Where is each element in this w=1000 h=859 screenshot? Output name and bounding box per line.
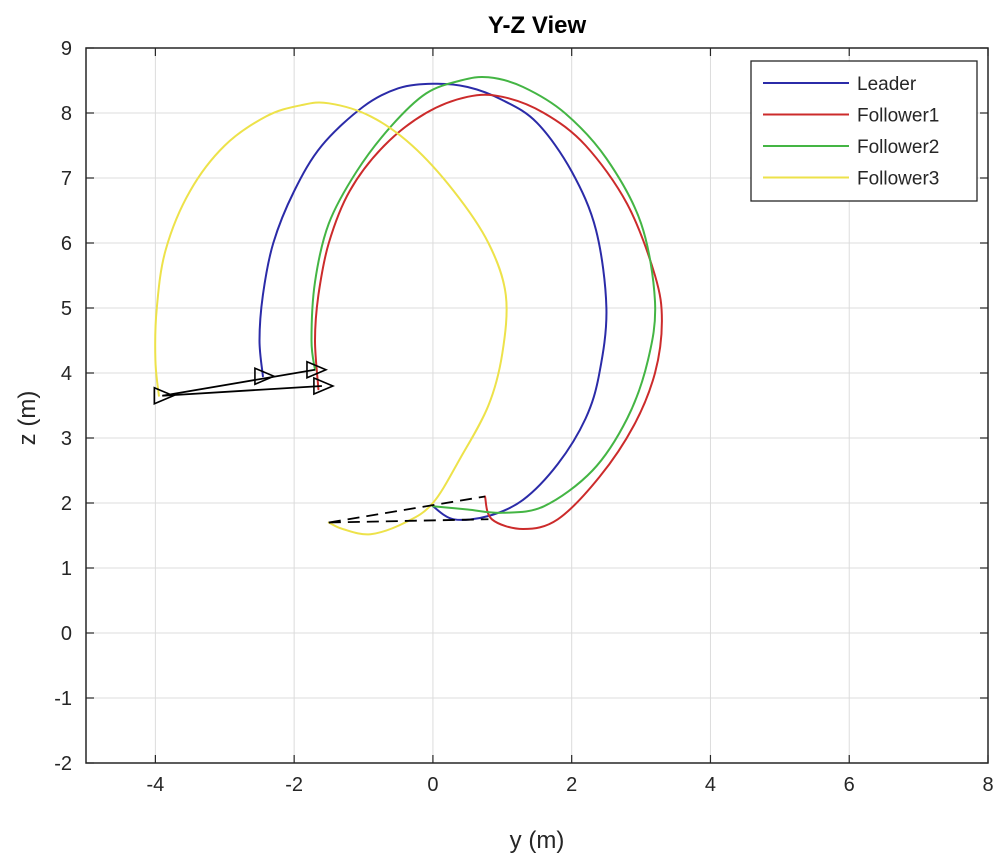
formation-links [162,368,489,524]
y-tick-label: 9 [61,38,72,60]
chart-title: Y-Z View [488,12,587,39]
x-axis-label: y (m) [510,827,565,854]
x-tick-label: 6 [844,774,855,796]
markers [153,360,335,405]
triangle-marker [254,367,276,386]
y-tick-label: 4 [61,363,72,385]
formation-link-solid [162,385,322,397]
y-tick-label: 0 [61,623,72,645]
y-tick-label: -1 [54,688,72,710]
y-tick-label: 2 [61,493,72,515]
series-line-follower1 [314,93,663,530]
x-tick-label: 2 [566,774,577,796]
formation-link-solid [162,368,316,397]
ticks: -4 -2 0 2 4 6 8 -2 -1 0 1 2 3 4 5 6 7 8 9 [54,38,993,796]
formation-link-dashed [328,518,489,524]
series-line-leader [258,82,608,521]
legend-label-follower2: Follower2 [857,137,939,158]
y-tick-label: 6 [61,233,72,255]
triangle-marker [153,386,176,405]
legend-label-follower1: Follower1 [857,106,939,127]
legend: Leader Follower1 Follower2 Follower3 [750,60,978,202]
x-tick-label: 8 [982,774,993,796]
x-tick-label: 4 [705,774,716,796]
y-tick-label: 5 [61,298,72,320]
triangle-marker [313,376,335,396]
formation-link-dashed [328,495,486,524]
y-tick-label: 8 [61,103,72,125]
y-axis-label: z (m) [14,391,41,446]
series-lines [154,75,663,536]
series-line-follower2 [310,75,657,514]
series-line-follower3 [154,101,508,536]
axes-box [85,47,989,764]
triangle-marker [306,360,329,379]
legend-label-follower3: Follower3 [857,169,939,190]
x-tick-label: -2 [285,774,303,796]
x-tick-label: 0 [427,774,438,796]
x-tick-label: -4 [146,774,164,796]
y-tick-label: 1 [61,558,72,580]
y-tick-label: 7 [61,168,72,190]
y-tick-label: 3 [61,428,72,450]
y-tick-label: -2 [54,753,72,775]
legend-label-leader: Leader [857,74,917,95]
